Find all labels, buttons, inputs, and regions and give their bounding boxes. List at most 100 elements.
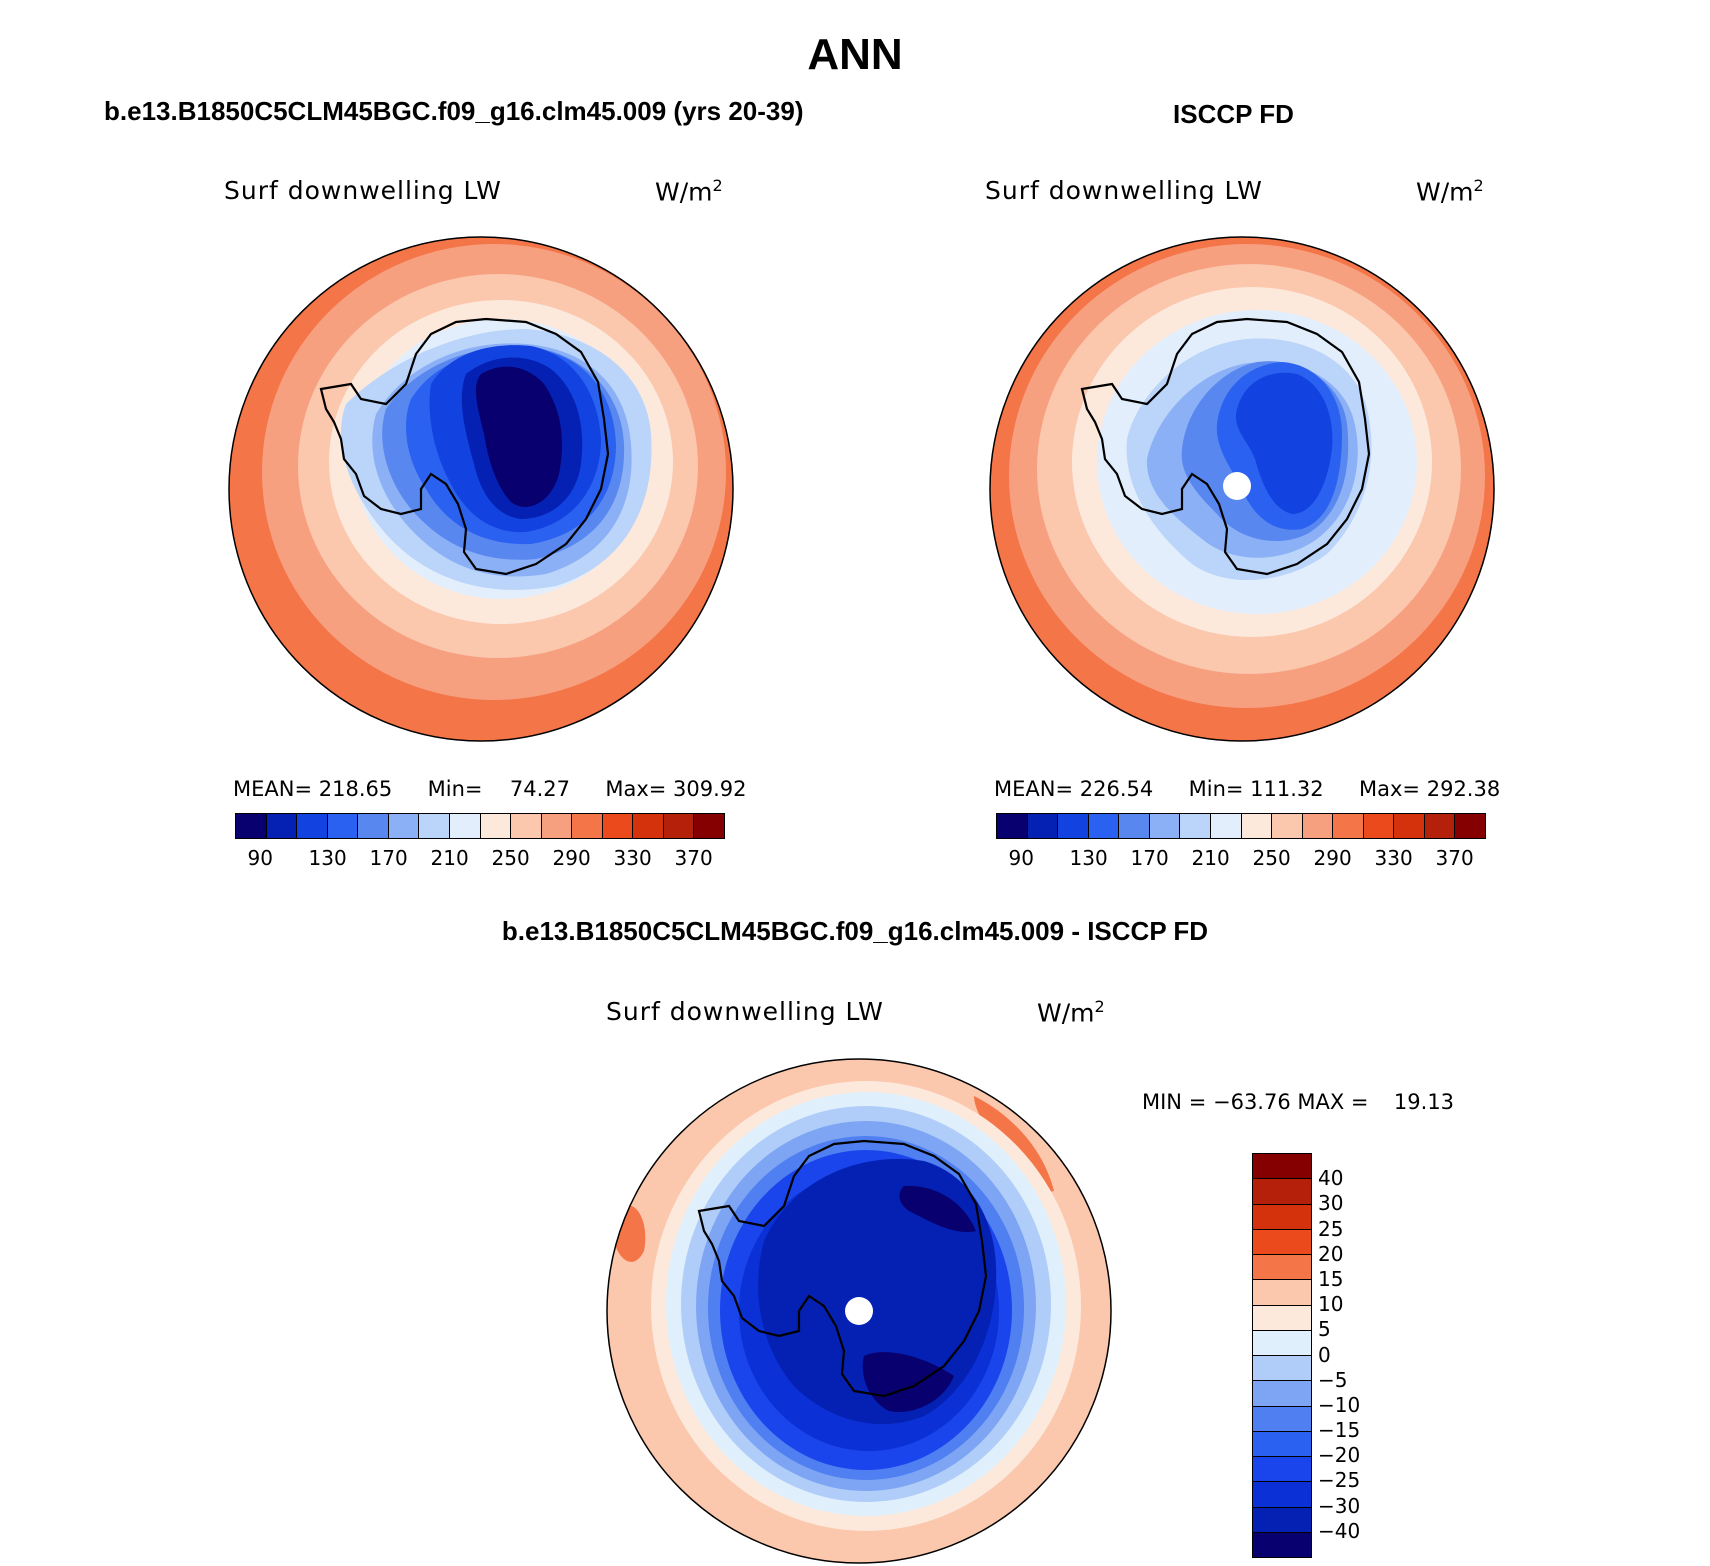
colorbar-tick-label: 25: [1318, 1216, 1344, 1241]
colorbar-tick-label: 90: [247, 846, 273, 870]
colorbar-swatch: [1253, 1531, 1311, 1557]
colorbar-swatch: [1253, 1178, 1311, 1204]
colorbar-tick-label: 15: [1318, 1266, 1344, 1291]
colorbar-swatch: [1253, 1430, 1311, 1456]
bottom-panel-title: b.e13.B1850C5CLM45BGC.f09_g16.clm45.009 …: [501, 916, 1209, 946]
colorbar-swatch: [297, 814, 328, 838]
colorbar-tick-label: 370: [674, 846, 713, 870]
colorbar-swatch: [266, 814, 298, 838]
colorbar-tick-label: 250: [491, 846, 530, 870]
colorbar-tick-label: 90: [1008, 846, 1034, 870]
left-min-value: 74.27: [509, 777, 570, 801]
bottom-coastline: [697, 1139, 988, 1398]
bottom-pole-hole: [845, 1297, 873, 1325]
colorbar-swatch: [1253, 1355, 1311, 1381]
colorbar-swatch: [1253, 1405, 1311, 1431]
colorbar-swatch: [541, 814, 573, 838]
colorbar-tick-label: 30: [1318, 1191, 1344, 1216]
colorbar-swatch: [1394, 814, 1425, 838]
bottom-units-base: W/m: [1037, 998, 1095, 1028]
colorbar-swatch: [1253, 1506, 1311, 1532]
right-units-label: W/m2: [1416, 176, 1484, 206]
colorbar-tick-label: 330: [1374, 846, 1413, 870]
diff-colorbar-ticks: 40 30 25 20 15 10 5 0 −5 −10 −15 −20 −25 −30 −40: [1318, 1153, 1398, 1556]
left-coastline: [319, 317, 610, 576]
colorbar-swatch: [1180, 814, 1211, 838]
colorbar-swatch: [1027, 814, 1059, 838]
colorbar-swatch: [1253, 1203, 1311, 1229]
left-variable-label: Surf downwelling LW: [224, 176, 502, 205]
right-min-label: Min=: [1188, 777, 1244, 801]
left-max-label: Max=: [605, 777, 667, 801]
colorbar-swatch: [358, 814, 389, 838]
right-mean-value: 226.54: [1079, 777, 1154, 801]
colorbar-swatch: [1210, 814, 1242, 838]
colorbar-tick-label: −30: [1318, 1493, 1361, 1518]
right-map-border: [989, 236, 1495, 742]
colorbar-swatch: [1253, 1304, 1311, 1330]
colorbar-swatch: [572, 814, 603, 838]
colorbar-tick-label: −15: [1318, 1418, 1361, 1443]
left-colorbar-ticks: 90 130 170 210 250 290 330 370: [235, 846, 723, 870]
left-map-border: [228, 236, 734, 742]
colorbar-tick-label: 210: [1191, 846, 1230, 870]
colorbar-tick-label: 210: [430, 846, 469, 870]
colorbar-swatch: [480, 814, 512, 838]
right-max-value: 292.38: [1426, 777, 1501, 801]
colorbar-swatch: [1253, 1481, 1311, 1507]
colorbar-swatch: [1253, 1380, 1311, 1406]
colorbar-swatch: [1253, 1329, 1311, 1355]
right-stats-line: MEAN= 226.54 Min= 111.32 Max= 292.38: [994, 777, 1500, 801]
bottom-contour-neg40: [758, 1158, 997, 1425]
colorbar-swatch: [602, 814, 634, 838]
bottom-variable-label: Surf downwelling LW: [606, 997, 884, 1026]
colorbar-tick-label: −40: [1318, 1518, 1361, 1543]
colorbar-swatch: [236, 814, 267, 838]
colorbar-swatch: [997, 814, 1028, 838]
colorbar-swatch: [694, 814, 724, 838]
bottom-contour-neg50: [862, 1352, 954, 1412]
colorbar-tick-label: 0: [1318, 1342, 1331, 1367]
bottom-units-exp: 2: [1094, 997, 1105, 1016]
bottom-min-label: MIN =: [1142, 1090, 1207, 1114]
colorbar-swatch: [663, 814, 695, 838]
left-colorbar: [235, 813, 725, 839]
colorbar-tick-label: 10: [1318, 1292, 1344, 1317]
bottom-max-value: 19.13: [1393, 1090, 1455, 1114]
right-min-value: 111.32: [1250, 777, 1324, 801]
left-units-base: W/m: [655, 177, 713, 207]
colorbar-swatch: [1253, 1154, 1311, 1179]
left-min-label: Min=: [427, 777, 483, 801]
colorbar-tick-label: 170: [1130, 846, 1169, 870]
colorbar-swatch: [1088, 814, 1120, 838]
colorbar-swatch: [1253, 1228, 1311, 1254]
right-colorbar: [996, 813, 1486, 839]
colorbar-tick-label: 290: [552, 846, 591, 870]
colorbar-swatch: [1253, 1254, 1311, 1280]
colorbar-tick-label: −25: [1318, 1468, 1361, 1493]
colorbar-swatch: [449, 814, 481, 838]
colorbar-tick-label: 290: [1313, 846, 1352, 870]
right-mean-label: MEAN=: [994, 777, 1074, 801]
left-units-label: W/m2: [655, 176, 723, 206]
right-variable-label: Surf downwelling LW: [985, 176, 1263, 205]
bottom-contour-neg50-b: [899, 1185, 976, 1232]
bottom-polar-map: [606, 1058, 1112, 1564]
figure-title: ANN: [807, 30, 903, 79]
right-colorbar-ticks: 90 130 170 210 250 290 330 370: [996, 846, 1484, 870]
colorbar-tick-label: 40: [1318, 1166, 1344, 1191]
colorbar-swatch: [1253, 1279, 1311, 1305]
colorbar-swatch: [1363, 814, 1395, 838]
bottom-stats-line: MIN = −63.76 MAX = 19.13: [1142, 1090, 1454, 1114]
right-units-exp: 2: [1473, 176, 1484, 195]
left-stats-line: MEAN= 218.65 Min= 74.27 Max= 309.92: [233, 777, 747, 801]
left-polar-map: [228, 236, 734, 742]
colorbar-swatch: [1149, 814, 1181, 838]
colorbar-swatch: [1058, 814, 1089, 838]
left-mean-label: MEAN=: [233, 777, 313, 801]
colorbar-tick-label: 170: [369, 846, 408, 870]
colorbar-swatch: [1241, 814, 1273, 838]
colorbar-swatch: [1302, 814, 1334, 838]
colorbar-tick-label: 5: [1318, 1317, 1331, 1342]
colorbar-swatch: [388, 814, 420, 838]
